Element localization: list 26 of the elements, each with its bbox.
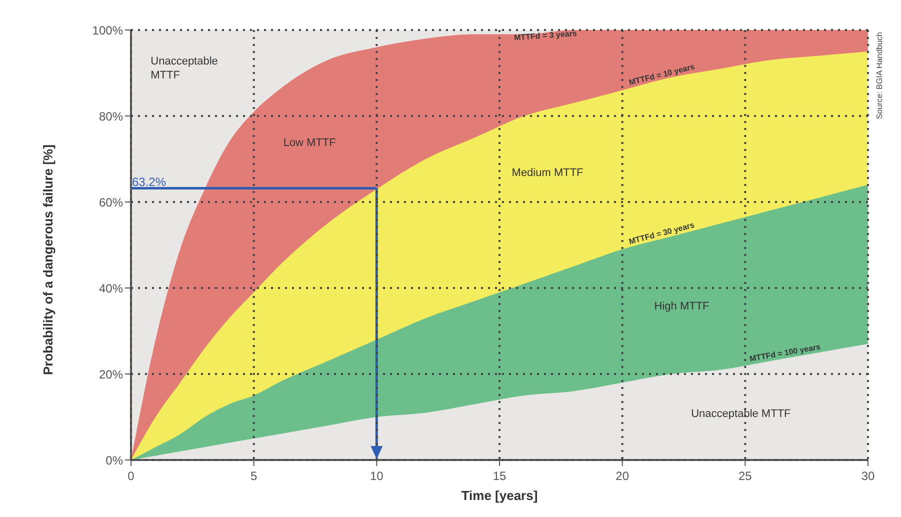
- x-tick-label: 10: [370, 469, 384, 483]
- x-tick-label: 30: [861, 469, 875, 483]
- text: MTTFd = 10 years: [628, 62, 696, 88]
- y-tick-label: 0%: [106, 453, 124, 468]
- x-axis-title: Time [years]: [461, 488, 538, 503]
- ref-line-label: 63.2%: [132, 174, 166, 189]
- y-tick-label: 80%: [98, 109, 124, 124]
- x-tick-label: 25: [738, 469, 752, 483]
- y-tick-label: 60%: [98, 195, 124, 210]
- series-label: MTTFd = 3 years: [514, 28, 578, 42]
- x-tick-label: 15: [492, 469, 506, 483]
- y-tick-label: 40%: [98, 281, 124, 296]
- text: MTTFd = 100 years: [748, 342, 822, 364]
- x-tick-label: 20: [616, 469, 630, 483]
- x-tick-label: 0: [128, 469, 135, 483]
- text: MTTFd = 30 years: [628, 220, 696, 246]
- y-axis-title: Probability of a dangerous failure [%]: [40, 144, 56, 375]
- annotation: Medium MTTF: [512, 167, 584, 180]
- annotation: Low MTTF: [283, 137, 336, 150]
- annotation: High MTTF: [654, 300, 710, 312]
- y-tick-label: 100%: [92, 23, 124, 38]
- annotation: Unacceptable MTTF: [150, 55, 218, 82]
- annotation: Unacceptable MTTF: [691, 408, 792, 420]
- y-tick-label: 20%: [98, 367, 124, 382]
- x-tick-label: 5: [250, 469, 258, 483]
- source-note: Source: BGIA Handbuch: [875, 32, 884, 120]
